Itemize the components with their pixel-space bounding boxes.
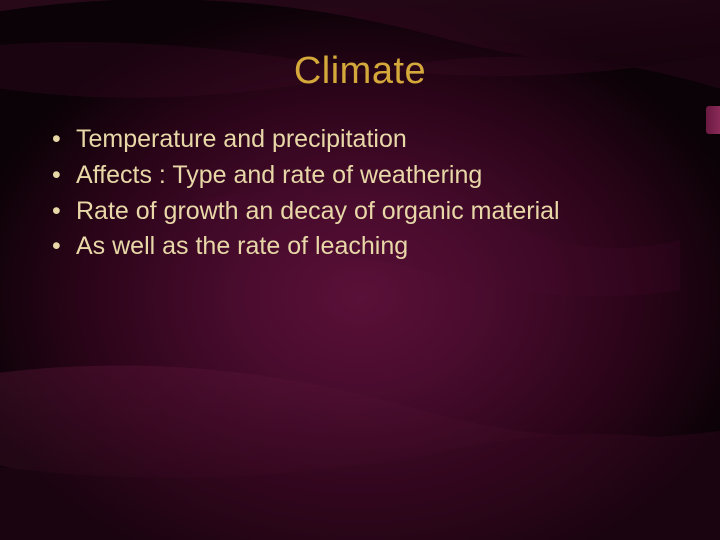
bullet-item: Temperature and precipitation [48, 123, 680, 157]
slide-container: Climate Temperature and precipitation Af… [0, 0, 720, 540]
accent-marker [706, 106, 720, 134]
slide-title: Climate [40, 50, 680, 93]
bullet-item: As well as the rate of leaching [48, 230, 680, 264]
bullet-list: Temperature and precipitation Affects : … [40, 123, 680, 264]
slide-content: Climate Temperature and precipitation Af… [0, 0, 720, 540]
bullet-item: Rate of growth an decay of organic mater… [48, 195, 680, 229]
bullet-item: Affects : Type and rate of weathering [48, 159, 680, 193]
